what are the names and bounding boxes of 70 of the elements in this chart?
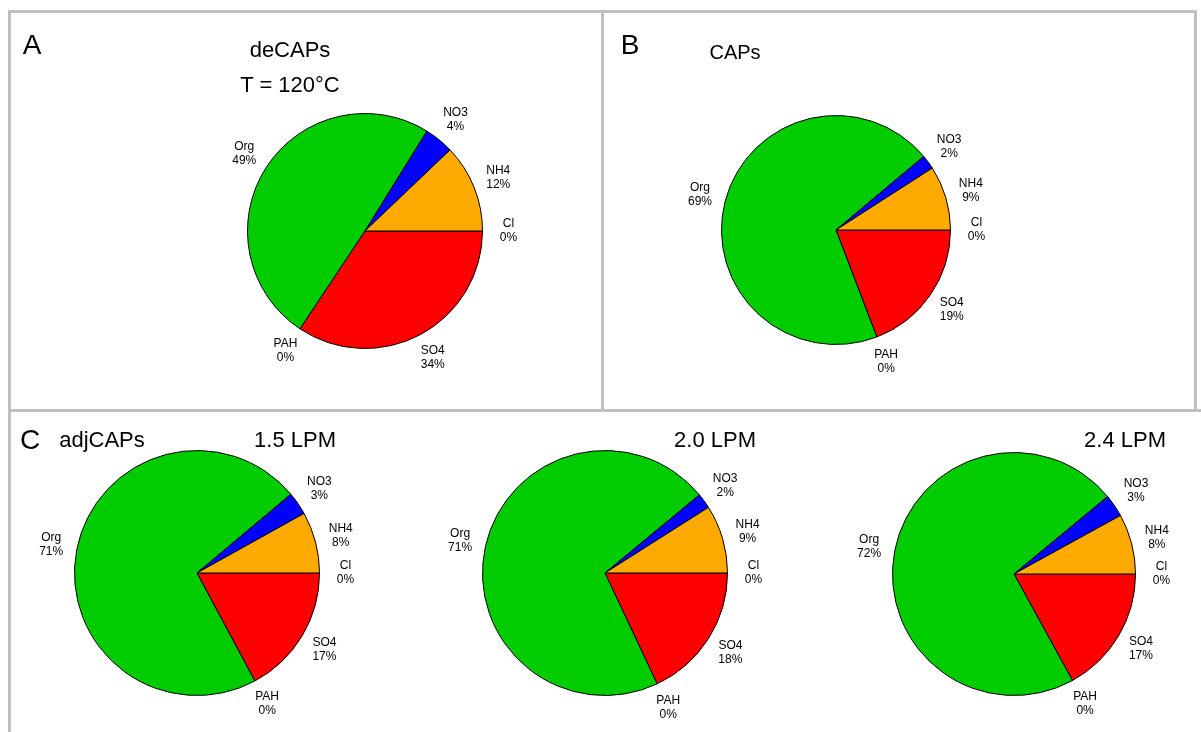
text: 0% — [877, 360, 895, 375]
data-label: 3% — [1127, 490, 1145, 505]
data-label: 18% — [718, 651, 743, 666]
slice-label: NH4 — [328, 521, 354, 536]
chart-title: deCAPs — [249, 37, 331, 63]
slice-label: NO3 — [306, 474, 332, 489]
slice-label: NO3 — [712, 471, 738, 486]
data-label: 8% — [1148, 536, 1166, 551]
category-label: PAH — [874, 346, 899, 361]
chart-subtitle: T = 120°C — [240, 72, 340, 98]
slice-label: Org — [41, 530, 62, 545]
text: 0% — [258, 703, 276, 718]
category-label: PAH — [656, 692, 681, 707]
slice-label: SO4 — [312, 634, 337, 649]
data-label: 34% — [420, 356, 446, 371]
chart-title: CAPs — [709, 40, 761, 64]
data-label: 3% — [310, 488, 329, 503]
slice-label: Org — [859, 531, 880, 546]
chart-title: 2.4 LPM — [1084, 427, 1166, 453]
data-label: 4% — [446, 118, 465, 133]
text: 0% — [1076, 702, 1094, 717]
data-label: 69% — [687, 194, 713, 209]
chart-title: 2.0 LPM — [674, 427, 756, 453]
text: C — [19, 424, 41, 456]
data-label: 8% — [332, 535, 350, 550]
slice-label: NO3 — [936, 132, 962, 147]
data-label: 19% — [939, 308, 965, 323]
text: 0% — [659, 706, 677, 721]
data-label: 17% — [1128, 648, 1154, 663]
data-label: 12% — [486, 176, 511, 191]
text: A — [22, 29, 42, 61]
data-label: 2% — [940, 146, 959, 161]
slice-label: SO4 — [420, 342, 446, 357]
slice-label: NH4 — [958, 175, 984, 190]
text: B — [620, 29, 640, 61]
data-label: 9% — [962, 189, 980, 204]
slice-label: NH4 — [486, 162, 511, 177]
text: 0% — [744, 572, 763, 587]
data-label: 2% — [716, 485, 735, 500]
category-label: Cl — [1155, 559, 1168, 574]
text: 0% — [1152, 573, 1171, 588]
text: adjCAPs — [59, 427, 145, 453]
data-label: 17% — [312, 648, 337, 663]
data-label: 49% — [232, 152, 257, 167]
slice-label: SO4 — [939, 294, 965, 309]
text: 0% — [276, 349, 295, 364]
data-label: 72% — [857, 545, 882, 560]
text: 0% — [499, 230, 518, 245]
category-label: PAH — [1073, 688, 1097, 703]
slice-label: NO3 — [1123, 476, 1149, 491]
category-label: Cl — [970, 215, 983, 230]
text: 0% — [967, 229, 986, 244]
slice-label: NO3 — [443, 104, 469, 119]
text: 0% — [336, 572, 355, 587]
slice-label: SO4 — [1128, 634, 1154, 649]
chart-title: 1.5 LPM — [254, 427, 336, 453]
slice-label: Org — [234, 138, 255, 153]
slice-label: Org — [450, 525, 471, 540]
category-label: PAH — [255, 689, 280, 704]
data-label: 71% — [448, 539, 473, 554]
category-label: Cl — [747, 558, 760, 573]
slice-label: SO4 — [718, 637, 743, 652]
slice-label: NH4 — [735, 516, 760, 531]
slice-label: NH4 — [1144, 522, 1170, 537]
category-label: Cl — [339, 558, 352, 573]
slice-label: Org — [690, 180, 711, 195]
data-label: 71% — [39, 544, 64, 559]
data-label: 9% — [738, 530, 757, 545]
category-label: PAH — [273, 335, 298, 350]
category-label: Cl — [502, 216, 515, 231]
